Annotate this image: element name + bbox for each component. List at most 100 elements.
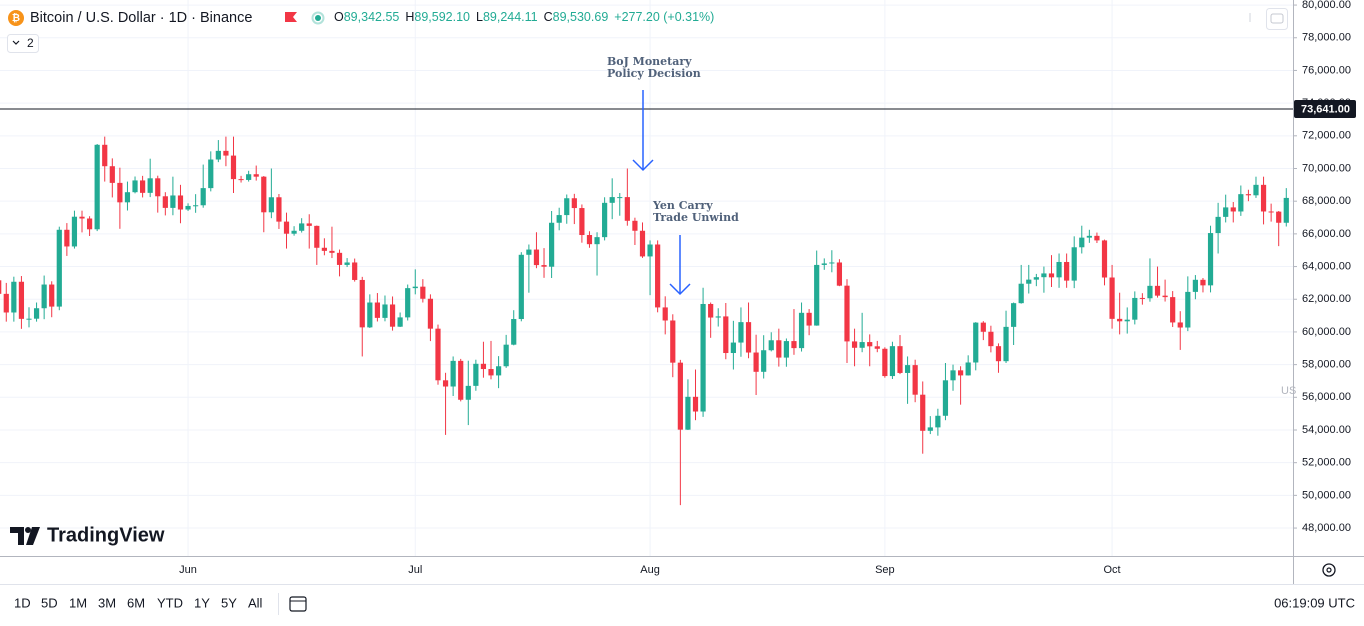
candle-body <box>700 303 706 412</box>
candle-body <box>488 369 494 376</box>
price-line-badge <box>1294 99 1356 118</box>
range-button[interactable]: 1D <box>14 595 31 610</box>
candle-body <box>1056 261 1062 278</box>
range-button[interactable]: YTD <box>157 595 183 610</box>
close-label: C <box>544 10 553 24</box>
logo-mark <box>26 527 40 545</box>
x-tick-label: Jul <box>408 564 422 576</box>
symbol-name[interactable]: Bitcoin / U.S. Dollar · 1D · Binance <box>30 10 252 26</box>
candle-body <box>246 174 252 180</box>
candle-body <box>1215 216 1221 234</box>
range-button[interactable]: 1Y <box>194 595 210 610</box>
candle-body <box>1026 279 1032 284</box>
candle-body <box>844 285 850 342</box>
annotation-text: Yen Carry <box>652 199 713 212</box>
candle-body <box>155 178 161 197</box>
symbol-icon <box>8 10 24 26</box>
clock[interactable]: 06:19:09 UTC <box>1274 595 1355 610</box>
candle-body <box>86 218 93 230</box>
annotation-arrow-head <box>669 283 691 296</box>
candle-body <box>556 215 562 223</box>
settings-icon[interactable] <box>1322 563 1336 577</box>
candle-body <box>821 263 827 265</box>
candle-body <box>299 223 305 231</box>
calendar-icon[interactable] <box>289 596 307 612</box>
logo-dot <box>25 527 31 533</box>
y-tick-label: 52,000.00 <box>1302 457 1351 469</box>
candle-body <box>533 249 540 266</box>
candle-body <box>3 293 9 313</box>
candle-body <box>867 342 873 347</box>
candle-body <box>102 144 108 167</box>
candle-body <box>56 229 62 307</box>
candle-body <box>208 159 214 189</box>
candle-body <box>904 365 911 373</box>
candle-body <box>170 195 176 208</box>
candle-body <box>261 176 267 213</box>
candle-body <box>723 316 729 354</box>
candle-body <box>1230 207 1236 212</box>
candle-body <box>382 304 388 318</box>
candle-body <box>321 247 327 251</box>
high-label: H <box>405 10 414 24</box>
candle-body <box>624 197 630 221</box>
range-button[interactable]: 5Y <box>221 595 237 610</box>
candle-body <box>874 346 880 349</box>
indicators-toggle[interactable] <box>7 34 39 53</box>
candle-body <box>117 182 123 203</box>
x-tick-label: Aug <box>640 564 660 576</box>
candle-body <box>412 286 418 289</box>
flag-icon[interactable] <box>285 12 297 22</box>
candle-body <box>1154 285 1161 296</box>
candle-body <box>495 366 502 376</box>
x-tick-label: Oct <box>1104 564 1121 576</box>
candle-body <box>185 205 191 210</box>
y-tick-label: 48,000.00 <box>1302 522 1351 534</box>
candle-body <box>617 197 623 199</box>
low-label: L <box>476 10 483 24</box>
candle-body <box>655 244 661 308</box>
range-button[interactable]: All <box>248 595 263 610</box>
candle-body <box>442 380 449 387</box>
candle-body <box>761 350 767 372</box>
y-tick-label: 76,000.00 <box>1302 64 1351 76</box>
symbol-icon-glyph: ₿ <box>12 12 20 24</box>
candle-body <box>503 344 509 367</box>
range-button[interactable]: 5D <box>41 595 58 610</box>
candle-body <box>336 252 343 265</box>
candle-body <box>124 192 131 203</box>
candle-body <box>435 328 441 381</box>
screenshot-button[interactable] <box>1266 8 1288 30</box>
price-axis: 48,000.00 50,000.00 52,000.00 54,000.00 56,0… <box>179 0 1356 576</box>
brand-logo: TradingView <box>10 524 165 546</box>
candle-body <box>1200 279 1206 286</box>
candle-body <box>367 302 373 328</box>
candle-body <box>1079 237 1085 248</box>
candle-body <box>1033 277 1039 280</box>
market-status-dot <box>315 15 321 21</box>
candle-body <box>41 284 47 309</box>
range-button[interactable]: 1M <box>69 595 87 610</box>
gear-center <box>1326 567 1332 573</box>
candle-body <box>405 288 411 318</box>
candle-body <box>806 312 812 326</box>
high-value: 89,592.10 <box>414 10 470 24</box>
x-tick-label: Jun <box>179 564 197 576</box>
candle-body <box>549 222 555 267</box>
candle-body <box>1048 273 1055 278</box>
candle-body <box>283 221 290 234</box>
candle-body <box>1238 194 1244 212</box>
candle-body <box>1064 261 1070 281</box>
candle-body <box>1124 319 1130 322</box>
range-button[interactable]: 6M <box>127 595 145 610</box>
candle-body <box>594 237 600 245</box>
range-button[interactable]: 3M <box>98 595 116 610</box>
candle-body <box>1086 235 1092 238</box>
candle-body <box>564 198 570 216</box>
indicators-count: 2 <box>27 36 34 50</box>
gear[interactable] <box>1322 563 1336 577</box>
candle-body <box>1276 211 1282 223</box>
price-line-label: 73,641.00 <box>1301 103 1350 115</box>
candle-body <box>1268 211 1274 213</box>
